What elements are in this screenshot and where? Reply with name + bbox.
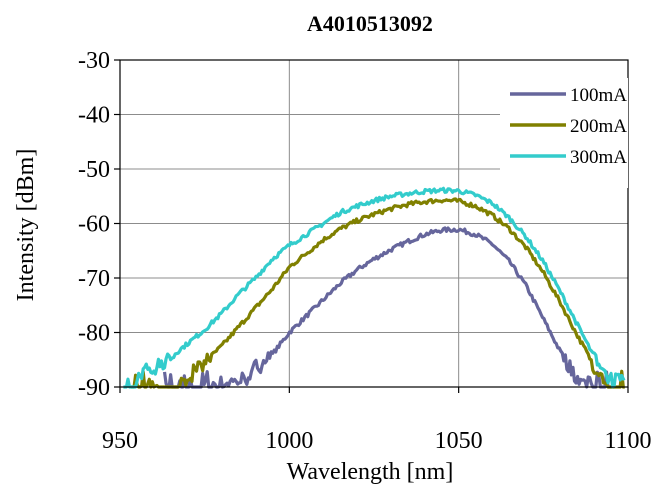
legend: 100mA 200mA 300mA	[510, 85, 627, 168]
y-tick-label: -80	[78, 321, 110, 347]
chart-title: A4010513092	[307, 11, 433, 36]
x-tick-label: 1100	[604, 428, 651, 454]
y-tick-label: -90	[78, 375, 110, 401]
legend-label: 100mA	[570, 85, 627, 106]
y-tick-label: -70	[78, 266, 110, 292]
x-tick-label: 1050	[435, 428, 483, 454]
y-tick-label: -50	[78, 157, 110, 183]
y-tick-label: -60	[78, 212, 110, 238]
y-tick-label: -30	[78, 48, 110, 74]
y-axis-label: Intensity [dBm]	[13, 149, 39, 302]
series-line-100mA	[162, 226, 615, 389]
x-tick-label: 950	[102, 428, 138, 454]
series-line-200mA	[130, 197, 625, 389]
y-tick-label: -40	[78, 103, 110, 129]
series-line-300mA	[123, 186, 626, 389]
y-axis-ticks: -30 -40 -50 -60 -70 -80 -90	[78, 48, 120, 401]
x-axis-ticks: 950 1000 1050 1100	[102, 387, 652, 454]
x-tick-label: 1000	[265, 428, 313, 454]
legend-background	[500, 78, 628, 188]
legend-label: 200mA	[570, 116, 627, 137]
series-lines	[123, 186, 626, 389]
x-axis-label: Wavelength [nm]	[287, 459, 454, 485]
legend-label: 300mA	[570, 147, 627, 168]
